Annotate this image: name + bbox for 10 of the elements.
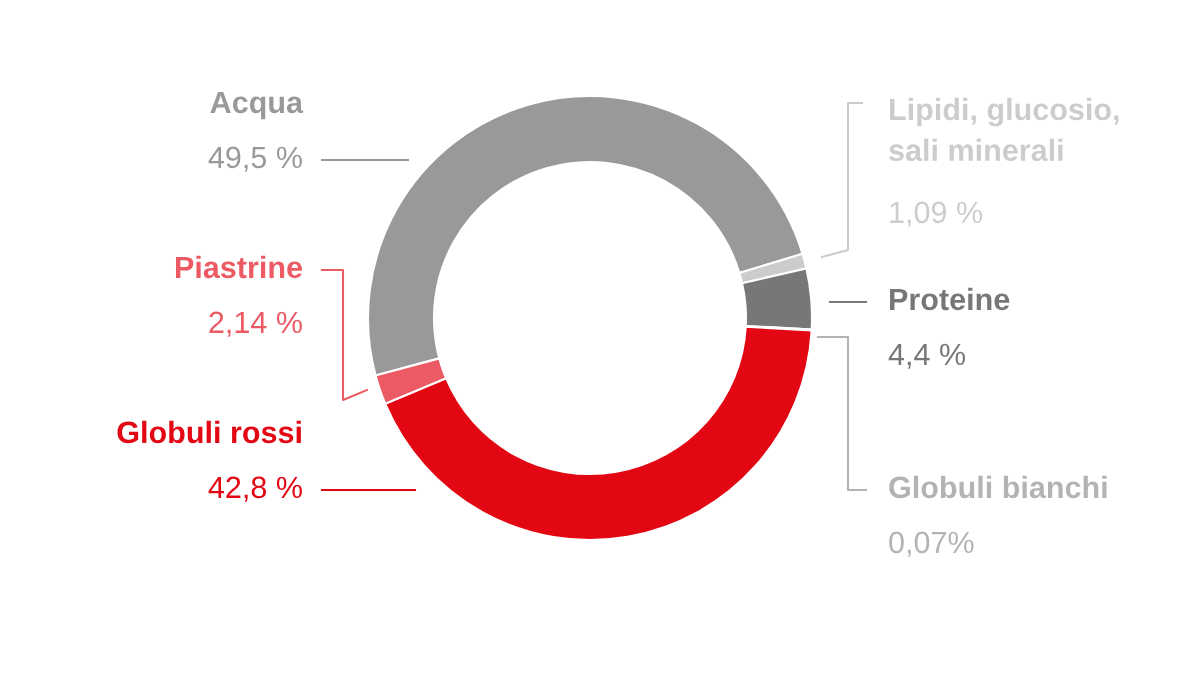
- data-label: 4,4 %: [888, 343, 966, 369]
- slice-label: Globuli bianchi: [889, 475, 1107, 499]
- slice-label: Piastrine: [175, 255, 302, 279]
- data-label: 2,14 %: [209, 311, 302, 337]
- slice-label: Acqua: [210, 91, 304, 120]
- data-label: 0,07%: [889, 531, 974, 557]
- data-label: 49,5 %: [208, 146, 302, 172]
- slice-label: Proteine: [890, 287, 1010, 311]
- data-label: 42,8 %: [208, 476, 302, 502]
- slice-label: Globuli rossi: [117, 420, 301, 444]
